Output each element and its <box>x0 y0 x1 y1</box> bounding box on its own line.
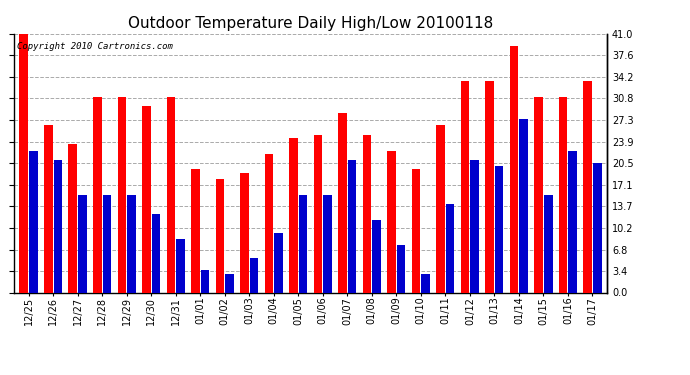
Bar <box>314 135 322 292</box>
Bar <box>250 258 258 292</box>
Bar <box>544 195 553 292</box>
Bar <box>510 46 518 292</box>
Bar <box>534 97 543 292</box>
Bar <box>446 204 455 292</box>
Bar <box>520 119 528 292</box>
Bar <box>471 160 479 292</box>
Bar <box>436 125 445 292</box>
Bar <box>373 220 381 292</box>
Bar <box>584 81 592 292</box>
Bar <box>495 166 504 292</box>
Bar <box>225 274 234 292</box>
Bar <box>593 163 602 292</box>
Title: Outdoor Temperature Daily High/Low 20100118: Outdoor Temperature Daily High/Low 20100… <box>128 16 493 31</box>
Bar <box>54 160 62 292</box>
Bar <box>240 172 248 292</box>
Bar <box>29 150 37 292</box>
Bar <box>338 112 347 292</box>
Bar <box>422 274 430 292</box>
Bar <box>191 170 199 292</box>
Bar <box>348 160 356 292</box>
Bar <box>323 195 332 292</box>
Bar <box>93 97 101 292</box>
Bar <box>274 232 283 292</box>
Bar <box>78 195 87 292</box>
Bar <box>569 150 577 292</box>
Bar <box>387 150 396 292</box>
Bar <box>559 97 567 292</box>
Bar <box>299 195 307 292</box>
Bar <box>485 81 494 292</box>
Bar <box>363 135 371 292</box>
Bar <box>103 195 111 292</box>
Bar <box>127 195 136 292</box>
Bar <box>289 138 298 292</box>
Bar <box>19 34 28 292</box>
Text: Copyright 2010 Cartronics.com: Copyright 2010 Cartronics.com <box>17 42 172 51</box>
Bar <box>265 154 273 292</box>
Bar <box>117 97 126 292</box>
Bar <box>68 144 77 292</box>
Bar <box>176 239 185 292</box>
Bar <box>215 179 224 292</box>
Bar <box>152 214 160 292</box>
Bar <box>201 270 209 292</box>
Bar <box>142 106 150 292</box>
Bar <box>397 245 406 292</box>
Bar <box>412 170 420 292</box>
Bar <box>166 97 175 292</box>
Bar <box>461 81 469 292</box>
Bar <box>44 125 52 292</box>
